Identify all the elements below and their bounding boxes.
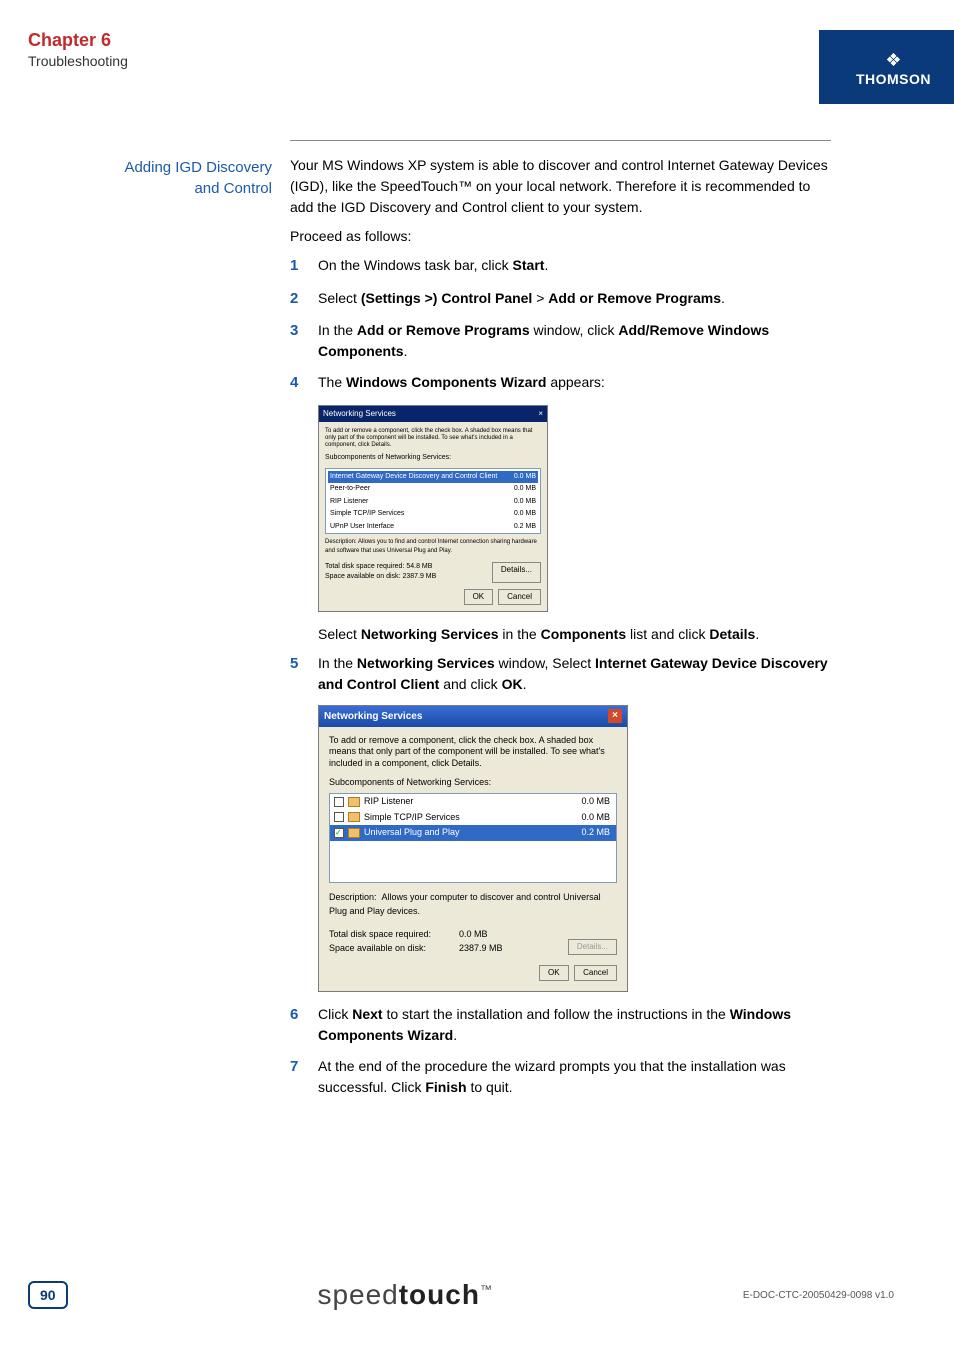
checkbox-icon (334, 797, 344, 807)
list-item: Simple TCP/IP Services0.0 MB (328, 508, 538, 521)
step-text: The Windows Components Wizard appears: (318, 372, 830, 395)
brand-logo: speedtouch™ (317, 1279, 493, 1311)
document-id: E-DOC-CTC-20050429-0098 v1.0 (743, 1290, 894, 1301)
figure-wizard-screenshot: Networking Services × To add or remove a… (318, 405, 548, 612)
close-icon: × (608, 709, 622, 723)
components-listbox: Internet Gateway Device Discovery and Co… (325, 468, 541, 534)
step-text: Select (Settings >) Control Panel > Add … (318, 288, 830, 311)
disk-available: Space available on disk: 2387.9 MB (325, 572, 436, 583)
step-text: In the Add or Remove Programs window, cl… (318, 320, 830, 362)
list-item: Peer-to-Peer0.0 MB (328, 483, 538, 496)
list-item: Internet Gateway Device Discovery and Co… (328, 471, 538, 484)
details-button: Details... (568, 939, 617, 955)
step-text: At the end of the procedure the wizard p… (318, 1056, 830, 1098)
brand-light: speed (317, 1279, 398, 1310)
vendor-icon: ❖ (885, 51, 901, 69)
ok-button: OK (539, 965, 569, 981)
dialog-description: To add or remove a component, click the … (325, 428, 541, 450)
step-text: Click Next to start the installation and… (318, 1004, 830, 1046)
dialog-title: Networking Services (324, 709, 422, 724)
section-title-line1: Adding IGD Discovery (124, 159, 272, 176)
close-icon: × (538, 408, 543, 420)
chapter-block: Chapter 6 Troubleshooting (0, 30, 128, 69)
step-number: 3 (290, 320, 318, 362)
section-heading: Adding IGD Discovery and Control (0, 155, 290, 1108)
step-text: In the Networking Services window, Selec… (318, 653, 830, 695)
vendor-logo: ❖ THOMSON (819, 30, 954, 104)
list-item: RIP Listener0.0 MB (328, 496, 538, 509)
section-body: Your MS Windows XP system is able to dis… (290, 155, 830, 1108)
dialog-title: Networking Services (323, 408, 396, 420)
disk-required: Total disk space required:0.0 MB (329, 928, 503, 942)
disk-required: Total disk space required: 54.8 MB (325, 562, 436, 573)
disk-available: Space available on disk:2387.9 MB (329, 942, 503, 956)
chapter-subtitle: Troubleshooting (28, 53, 128, 69)
list-item: Simple TCP/IP Services 0.0 MB (330, 810, 616, 826)
step-number: 7 (290, 1056, 318, 1098)
figure-networking-services-screenshot: Networking Services × To add or remove a… (318, 705, 628, 993)
step-7: 7 At the end of the procedure the wizard… (290, 1056, 830, 1098)
folder-icon (348, 812, 360, 822)
components-listbox: RIP Listener 0.0 MB Simple TCP/IP Servic… (329, 793, 617, 883)
section-divider (290, 140, 831, 141)
brand-bold: touch (399, 1279, 480, 1310)
page-header: Chapter 6 Troubleshooting ❖ THOMSON (0, 0, 954, 90)
trademark-icon: ™ (480, 1283, 493, 1297)
step-number: 5 (290, 653, 318, 695)
steps-list-cont: 5 In the Networking Services window, Sel… (290, 653, 830, 695)
vendor-name: THOMSON (856, 71, 931, 87)
folder-icon (348, 797, 360, 807)
page-footer: 90 speedtouch™ E-DOC-CTC-20050429-0098 v… (0, 1279, 954, 1311)
checkbox-icon (334, 828, 344, 838)
ok-button: OK (464, 589, 494, 605)
cancel-button: Cancel (498, 589, 541, 605)
step-1: 1 On the Windows task bar, click Start. (290, 255, 830, 278)
list-item: RIP Listener 0.0 MB (330, 794, 616, 810)
intro-paragraph: Your MS Windows XP system is able to dis… (290, 155, 830, 218)
item-description: Description: Allows you to find and cont… (325, 538, 541, 556)
steps-list: 1 On the Windows task bar, click Start. … (290, 255, 830, 395)
step-4: 4 The Windows Components Wizard appears: (290, 372, 830, 395)
step-number: 1 (290, 255, 318, 278)
cancel-button: Cancel (574, 965, 617, 981)
details-button: Details... (492, 562, 541, 583)
chapter-title: Chapter 6 (28, 30, 128, 51)
step-number: 4 (290, 372, 318, 395)
section-title-line2: and Control (194, 180, 272, 197)
dialog-description: To add or remove a component, click the … (329, 735, 617, 770)
checkbox-icon (334, 812, 344, 822)
step-5: 5 In the Networking Services window, Sel… (290, 653, 830, 695)
list-item: UPnP User Interface0.2 MB (328, 521, 538, 534)
item-description: Description: Allows your computer to dis… (329, 891, 617, 918)
folder-icon (348, 828, 360, 838)
list-item: Universal Plug and Play 0.2 MB (330, 825, 616, 841)
steps-list-cont2: 6 Click Next to start the installation a… (290, 1004, 830, 1098)
step-text: On the Windows task bar, click Start. (318, 255, 830, 278)
step-number: 2 (290, 288, 318, 311)
subcomponents-label: Subcomponents of Networking Services: (329, 776, 617, 790)
dialog-titlebar: Networking Services × (319, 706, 627, 727)
step-2: 2 Select (Settings >) Control Panel > Ad… (290, 288, 830, 311)
content-row: Adding IGD Discovery and Control Your MS… (0, 155, 954, 1108)
step-number: 6 (290, 1004, 318, 1046)
proceed-label: Proceed as follows: (290, 226, 830, 247)
page-number: 90 (28, 1281, 68, 1309)
step-3: 3 In the Add or Remove Programs window, … (290, 320, 830, 362)
step-6: 6 Click Next to start the installation a… (290, 1004, 830, 1046)
step-4-after: Select Networking Services in the Compon… (318, 624, 830, 645)
dialog-titlebar: Networking Services × (319, 406, 547, 422)
subcomponents-label: Subcomponents of Networking Services: (325, 453, 541, 464)
